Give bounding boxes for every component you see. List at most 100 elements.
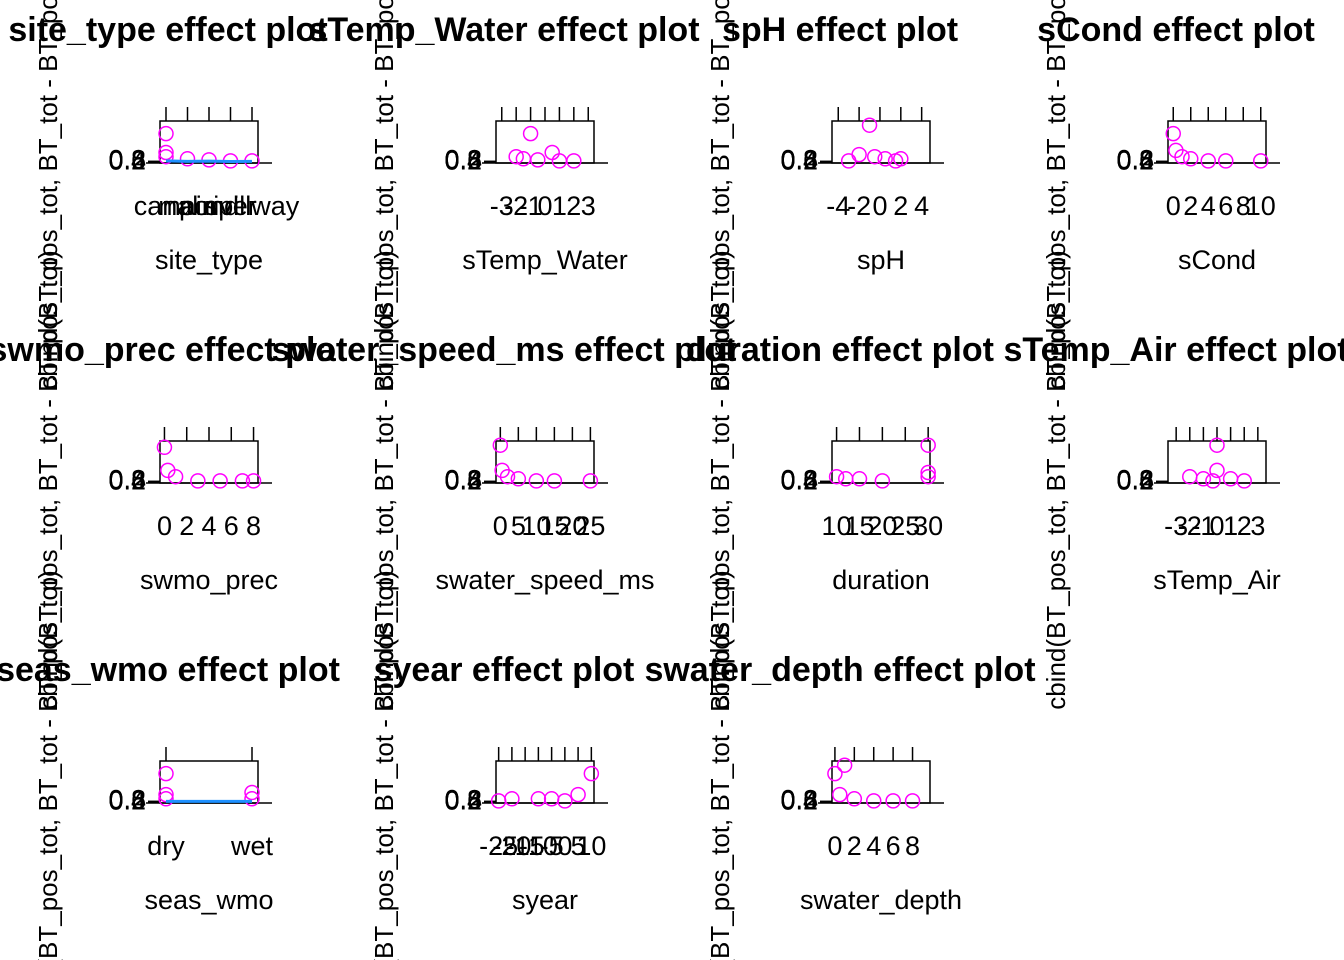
y-axis-label: cbind(BT_pos_tot, BT_tot - BT_pos_tot) [705,0,735,390]
x-tick-label: -5 [540,831,564,861]
plot-box [159,760,259,804]
x-tick-label: 0 [827,831,842,861]
y-axis-label: cbind(BT_pos_tot, BT_tot - BT_pos_tot) [33,570,63,960]
x-tick-label: 10 [1246,191,1276,221]
plot-box [159,120,259,164]
x-axis-label: sTemp_Water [462,245,628,275]
y-tick-label: 0.8 [108,144,146,174]
data-point [167,468,184,485]
y-tick-label: 0.6 [444,785,482,815]
data-point [1182,468,1198,485]
data-point [508,148,524,165]
y-tick-label: 0.4 [1116,465,1154,495]
y-tick-label: 0.6 [108,465,146,495]
data-point [212,473,228,489]
x-tick-label: 4 [866,831,881,861]
x-tick-label: 1 [1223,511,1238,541]
x-tick-label: 25 [575,511,605,541]
y-tick-label: 0.2 [780,786,818,816]
data-point [179,151,196,167]
x-tick-label: -15 [506,831,545,861]
data-point [158,144,174,161]
data-point [827,765,843,782]
y-tick-label: 0.4 [780,145,818,175]
x-tick-label: 8 [246,511,261,541]
x-tick-label: 0 [537,191,552,221]
x-axis-label: seas_wmo [144,885,273,915]
y-tick-label: 0.6 [1116,145,1154,175]
y-tick-label: 0.8 [444,784,482,814]
data-point [920,464,936,481]
chart-title: syear effect plot [374,651,635,689]
x-axis-label: swmo_prec [140,565,278,595]
data-point [158,125,174,142]
x-tick-label: 5 [511,511,526,541]
data-point [557,793,573,809]
data-point [877,151,893,167]
y-tick-label: 0.4 [108,145,146,175]
x-tick-label: 2 [1183,191,1198,221]
x-tick-label: 6 [886,831,901,861]
chart-title: swmo_prec effect plot [0,331,347,369]
data-point [904,793,921,809]
x-tick-label: 15 [844,511,874,541]
data-point [244,784,260,801]
y-tick-label: 0.6 [780,465,818,495]
data-point [583,765,600,782]
plot-box [159,440,259,484]
y-tick-label: 0.2 [108,466,146,496]
data-point [190,473,206,489]
data-point [499,468,516,485]
data-point [528,473,545,489]
x-tick-label: 2 [1237,511,1252,541]
y-tick-label: 0.2 [780,466,818,496]
y-tick-label: 0.8 [1116,144,1154,174]
y-tick-label: 0.8 [444,144,482,174]
y-axis-label: cbind(BT_pos_tot, BT_tot - BT_pos_tot) [369,570,399,960]
x-tick-label: -2 [847,191,871,221]
data-point [920,437,936,453]
y-tick-label: 0.6 [1116,465,1154,495]
y-tick-label: 0.4 [444,785,482,815]
data-point [158,148,174,165]
data-point [158,765,174,782]
data-point [490,793,507,809]
y-tick-label: 0.8 [444,464,482,494]
x-tick-label: 4 [914,191,929,221]
data-point [861,117,878,133]
data-point [840,153,857,169]
chart-title: spH effect plot [722,11,958,49]
data-point [492,437,509,453]
x-tick-label: -25 [479,831,518,861]
x-tick-label: -20 [492,831,531,861]
data-point [828,468,845,485]
y-tick-label: 0.4 [444,465,482,495]
y-tick-label: 0.6 [108,145,146,175]
x-axis-label: sTemp_Air [1153,565,1281,595]
y-tick-label: 0.2 [108,146,146,176]
y-tick-label: 0.2 [108,786,146,816]
data-point [245,473,262,489]
x-tick-label: 5 [571,831,586,861]
x-tick-label: 2 [893,191,908,221]
x-tick-label: river [204,191,257,221]
y-tick-label: 0.6 [780,785,818,815]
x-tick-label: -3 [1164,511,1188,541]
chart-title: sTemp_Air effect plot [1003,331,1344,369]
y-tick-label: 0.8 [780,784,818,814]
chart-title: swater_speed_ms effect plot [272,331,737,369]
y-axis-label: cbind(BT_pos_tot, BT_tot - BT_pos_tot) [705,570,735,960]
data-point [156,439,173,456]
y-tick-label: 0.8 [108,464,146,494]
data-point [546,473,563,489]
x-tick-label: -3 [490,191,514,221]
y-tick-label: 0.4 [108,465,146,495]
fit-line [165,159,253,164]
x-tick-label: 0 [157,511,172,541]
y-tick-label: 0.8 [108,784,146,814]
x-tick-label: 0 [872,191,887,221]
y-axis-label: cbind(BT_pos_tot, BT_tot - BT_pos_tot) [705,250,735,710]
data-point [846,791,863,807]
plot-box [831,440,931,484]
